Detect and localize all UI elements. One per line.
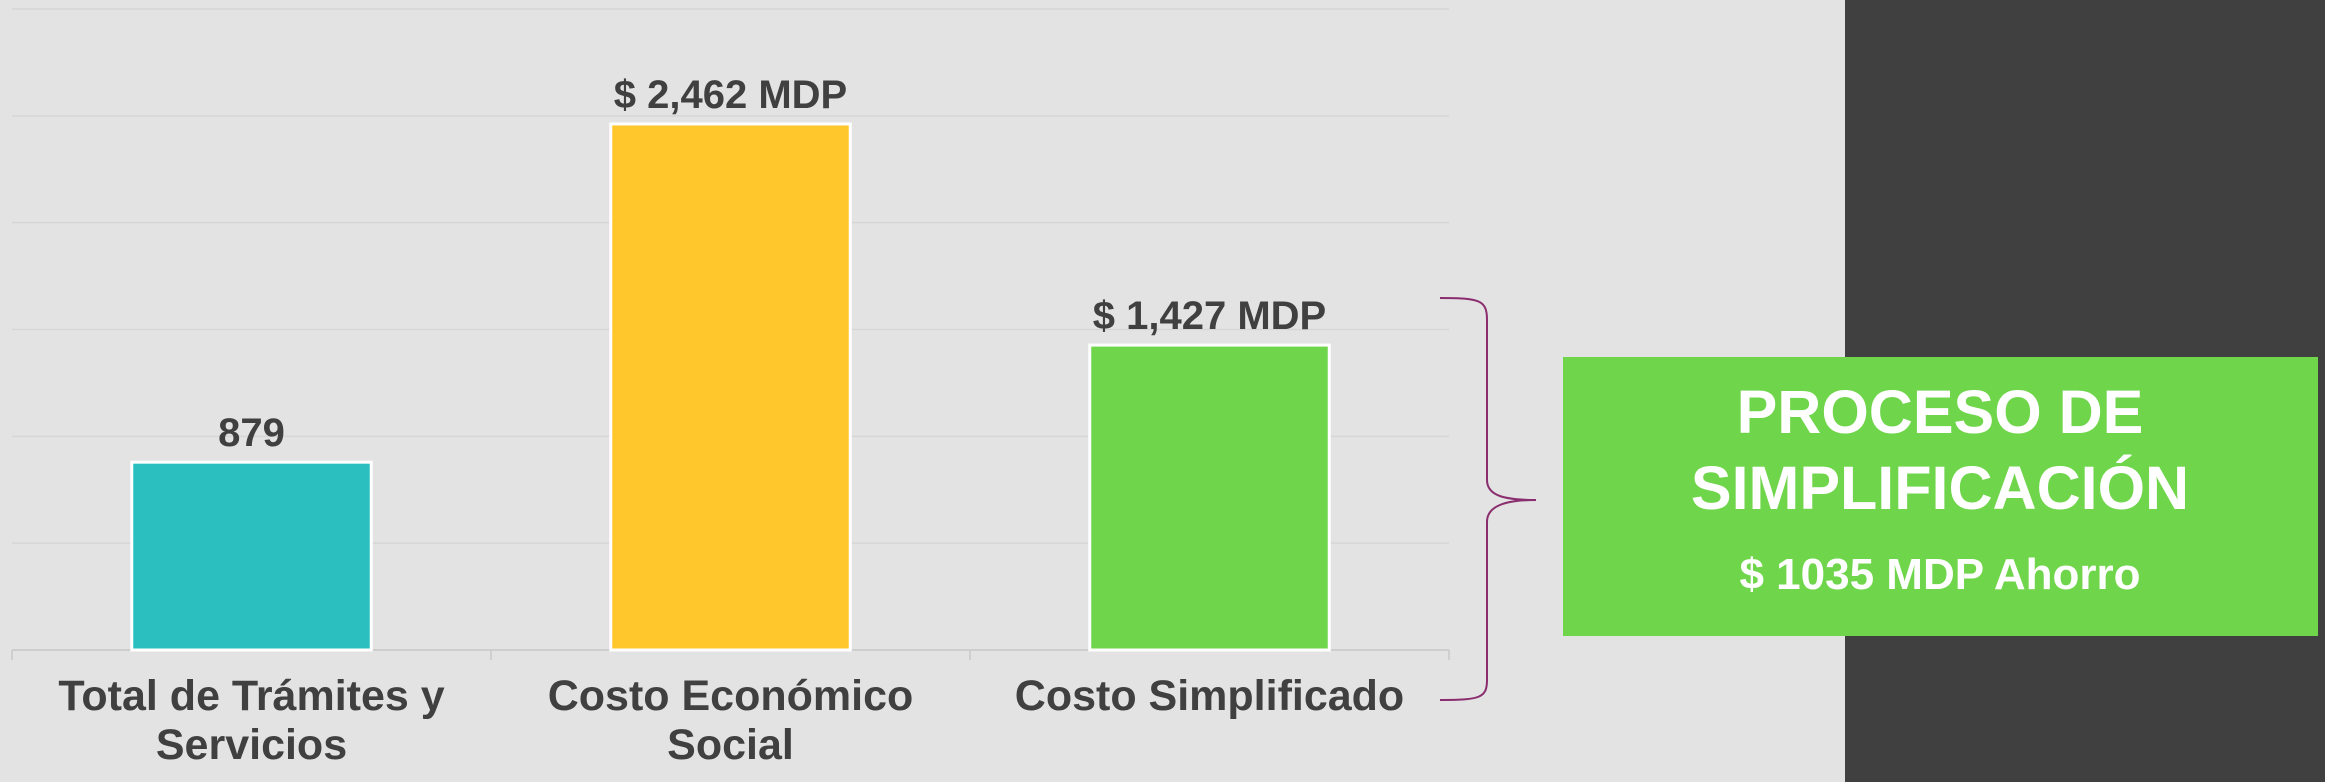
bar: [609, 122, 852, 652]
bracket: [1439, 297, 1537, 701]
annotation-text: $ 1035 MDP Ahorro: [1739, 550, 2140, 599]
value-label: 879: [218, 411, 285, 455]
bar: [1088, 343, 1331, 652]
annotation-box: [1563, 357, 2318, 636]
annotation-title: PROCESO DE SIMPLIFICACIÓN: [1691, 378, 2189, 522]
bar: [130, 460, 373, 652]
x-tick-label: Total de Trámites y Servicios: [58, 672, 445, 769]
x-tick-label: Costo Simplificado: [1014, 672, 1405, 720]
x-tick-label: Costo Económico Social: [547, 672, 914, 769]
value-label: $ 2,462 MDP: [614, 73, 847, 117]
value-label: $ 1,427 MDP: [1093, 294, 1326, 338]
